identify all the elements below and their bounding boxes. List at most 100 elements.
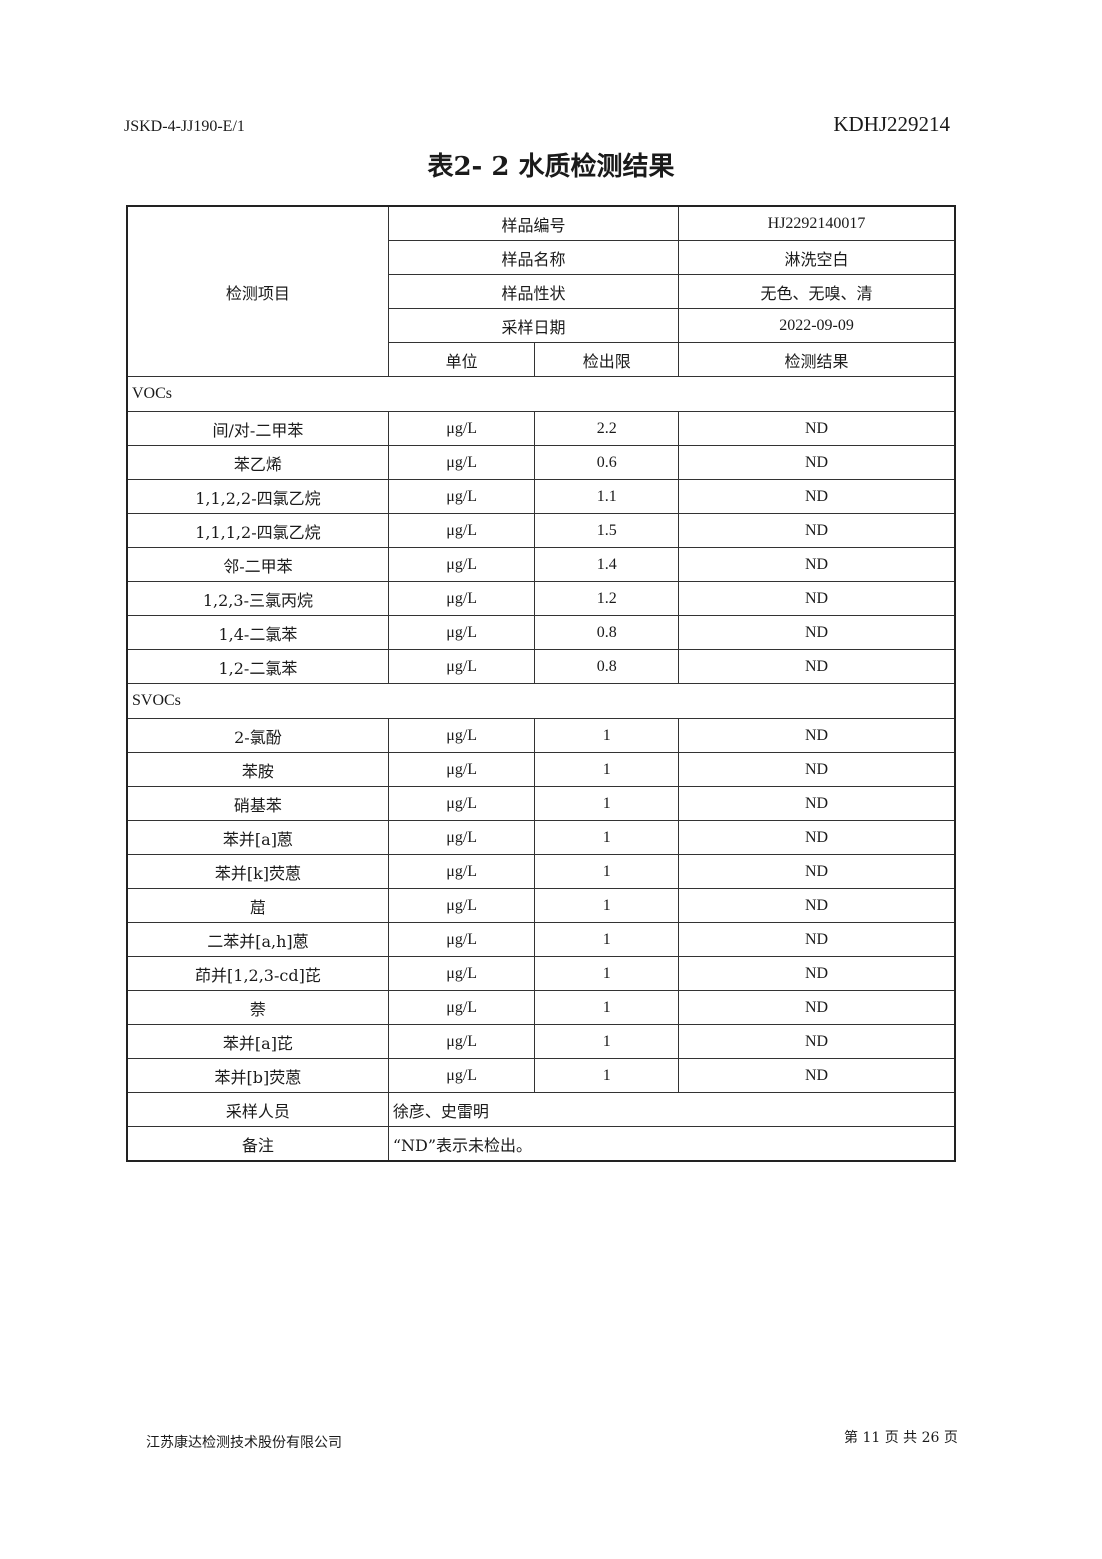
remark-value: “ND”表示未检出。 (387, 1126, 956, 1162)
item-name: 苯并[a]芘 (126, 1024, 389, 1059)
table-row: 苯并[a]芘 μg/L 1 ND (126, 1024, 956, 1059)
unit-cell: μg/L (387, 786, 536, 821)
document-code: JSKD-4-JJ190-E/1 (124, 118, 245, 135)
result-cell: ND (678, 786, 956, 821)
result-cell: ND (678, 990, 956, 1025)
unit-cell: μg/L (387, 615, 536, 650)
result-cell: ND (678, 411, 956, 446)
table-row: 邻-二甲苯 μg/L 1.4 ND (126, 547, 956, 582)
limit-cell: 1.1 (534, 479, 680, 514)
report-number: KDHJ229214 (833, 112, 950, 136)
unit-cell: μg/L (387, 752, 536, 787)
footer-page-number: 第 11 页 共 26 页 (844, 1430, 958, 1446)
unit-header: 单位 (387, 342, 536, 377)
item-name: 䓛 (126, 888, 389, 923)
limit-cell: 1 (534, 752, 680, 787)
table-row: 苯并[k]荧蒽 μg/L 1 ND (126, 854, 956, 889)
unit-cell: μg/L (387, 445, 536, 480)
unit-cell: μg/L (387, 1058, 536, 1093)
column-header-row: 单位 检出限 检测结果 (127, 342, 956, 377)
unit-cell: μg/L (387, 1024, 536, 1059)
item-name: 苯胺 (126, 752, 389, 787)
result-cell: ND (678, 445, 956, 480)
table-row: 二苯并[a,h]蒽 μg/L 1 ND (126, 922, 956, 957)
item-name: 间/对-二甲苯 (126, 411, 389, 446)
result-cell: ND (678, 752, 956, 787)
result-cell: ND (678, 854, 956, 889)
table-row: 苯乙烯 μg/L 0.6 ND (126, 445, 956, 480)
table-row: 苯并[b]荧蒽 μg/L 1 ND (126, 1058, 956, 1093)
limit-header: 检出限 (534, 342, 680, 377)
result-cell: ND (678, 820, 956, 855)
meta-label: 样品性状 (387, 274, 680, 309)
limit-cell: 1 (534, 718, 680, 753)
table-row: 1,2-二氯苯 μg/L 0.8 ND (126, 649, 956, 684)
table-row: 硝基苯 μg/L 1 ND (126, 786, 956, 821)
remark-label: 备注 (126, 1126, 389, 1162)
limit-cell: 1 (534, 1024, 680, 1059)
item-name: 1,1,2,2-四氯乙烷 (126, 479, 389, 514)
limit-cell: 1 (534, 990, 680, 1025)
table-row: 苯并[a]蒽 μg/L 1 ND (126, 820, 956, 855)
result-cell: ND (678, 615, 956, 650)
limit-cell: 1.2 (534, 581, 680, 616)
unit-cell: μg/L (387, 411, 536, 446)
result-cell: ND (678, 479, 956, 514)
meta-value: HJ2292140017 (678, 205, 956, 241)
item-name: 1,2-二氯苯 (126, 649, 389, 684)
limit-cell: 1 (534, 1058, 680, 1093)
limit-cell: 2.2 (534, 411, 680, 446)
limit-cell: 0.6 (534, 445, 680, 480)
unit-cell: μg/L (387, 854, 536, 889)
results-table: 检测项目 样品编号 HJ2292140017 样品名称 淋洗空白 样品性状 无色、无嗅、清采… (126, 205, 956, 1162)
table-row: 1,2,3-三氯丙烷 μg/L 1.2 ND (126, 581, 956, 616)
item-name: 1,4-二氯苯 (126, 615, 389, 650)
item-name: 2-氯酚 (126, 718, 389, 753)
limit-cell: 1 (534, 854, 680, 889)
meta-value: 淋洗空白 (678, 240, 956, 275)
remark-row: 备注 “ND”表示未检出。 (126, 1126, 956, 1162)
table-row: 萘 μg/L 1 ND (126, 990, 956, 1025)
unit-cell: μg/L (387, 581, 536, 616)
item-name: 茚并[1,2,3-cd]芘 (126, 956, 389, 991)
sampler-value: 徐彦、史雷明 (387, 1092, 956, 1127)
table-row: 1,1,1,2-四氯乙烷 μg/L 1.5 ND (126, 513, 956, 548)
result-cell: ND (678, 649, 956, 684)
item-name: 邻-二甲苯 (126, 547, 389, 582)
unit-cell: μg/L (387, 956, 536, 991)
meta-label: 采样日期 (387, 308, 680, 343)
limit-cell: 1 (534, 956, 680, 991)
result-cell: ND (678, 956, 956, 991)
table-row: 1,4-二氯苯 μg/L 0.8 ND (126, 615, 956, 650)
item-name: 萘 (126, 990, 389, 1025)
item-name: 苯并[a]蒽 (126, 820, 389, 855)
meta-row: 检测项目 样品编号 HJ2292140017 (126, 205, 956, 377)
unit-cell: μg/L (387, 547, 536, 582)
limit-cell: 1 (534, 786, 680, 821)
result-header: 检测结果 (678, 342, 956, 377)
limit-cell: 1 (534, 922, 680, 957)
limit-cell: 0.8 (534, 615, 680, 650)
section-label: SVOCs (126, 683, 956, 719)
unit-cell: μg/L (387, 513, 536, 548)
table-row: 苯胺 μg/L 1 ND (126, 752, 956, 787)
result-cell: ND (678, 888, 956, 923)
limit-cell: 1 (534, 820, 680, 855)
page-title: 表2- 2 水质检测结果 (427, 152, 675, 182)
item-name: 二苯并[a,h]蒽 (126, 922, 389, 957)
limit-cell: 1.5 (534, 513, 680, 548)
sampler-label: 采样人员 (126, 1092, 389, 1127)
item-name: 苯乙烯 (126, 445, 389, 480)
item-name: 1,2,3-三氯丙烷 (126, 581, 389, 616)
section-row: SVOCs (126, 683, 956, 719)
limit-cell: 0.8 (534, 649, 680, 684)
unit-cell: μg/L (387, 479, 536, 514)
item-name: 苯并[k]荧蒽 (126, 854, 389, 889)
item-header: 检测项目 (126, 205, 389, 377)
result-cell: ND (678, 922, 956, 957)
unit-cell: μg/L (387, 649, 536, 684)
table-row: 1,1,2,2-四氯乙烷 μg/L 1.1 ND (126, 479, 956, 514)
limit-cell: 1.4 (534, 547, 680, 582)
meta-label: 样品名称 (387, 240, 680, 275)
meta-label: 样品编号 (387, 205, 680, 241)
